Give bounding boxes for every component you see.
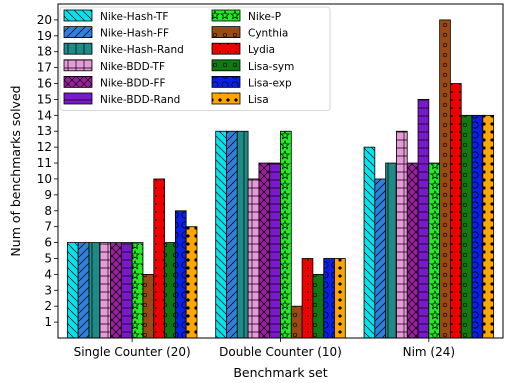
bar-nike-bdd-rand-2: [417, 99, 430, 339]
legend-swatch: [63, 9, 93, 22]
legend-label: Lisa-exp: [248, 77, 292, 89]
y-tick-label: 18: [37, 45, 52, 59]
bars-group: [66, 19, 495, 339]
bar-nike-hash-tf-0: [66, 242, 79, 339]
bar-lisa-exp-0: [174, 210, 187, 339]
y-tick-label: 3: [44, 283, 52, 297]
bar-lydia-2: [450, 83, 462, 339]
x-axis-ticks: Single Counter (20) Double Counter (10) Ni…: [74, 338, 455, 359]
bar-nike-bdd-rand-1: [269, 162, 281, 339]
y-tick-label: 11: [37, 156, 52, 170]
legend: Nike-Hash-TF Nike-Hash-FF Nike-Hash-Rand Ni…: [59, 6, 331, 111]
y-tick-label: 8: [44, 204, 52, 218]
bar-nike-bdd-ff-1: [258, 162, 271, 339]
bar-lisa-0: [185, 226, 198, 339]
bar-nike-bdd-ff-0: [110, 242, 122, 339]
bar-cynthia-2: [439, 19, 451, 339]
bar-nike-hash-ff-1: [226, 130, 238, 339]
bar-nike-bdd-rand-0: [120, 242, 133, 339]
bar-lydia-0: [153, 178, 165, 339]
bar-lisa-1: [334, 258, 346, 339]
x-tick-label: Single Counter (20): [74, 345, 191, 359]
bar-nike-bdd-tf-0: [99, 242, 111, 339]
legend-swatch: [211, 76, 241, 88]
bar-lisa-sym-0: [164, 242, 176, 339]
bar-lisa-exp-2: [471, 114, 484, 339]
y-tick-label: 16: [37, 77, 52, 91]
bar-nike-hash-rand-1: [236, 130, 249, 339]
legend-swatch: [211, 26, 241, 39]
x-tick-label: Nim (24): [403, 345, 455, 359]
y-axis-label: Num of benchmarks solved: [8, 85, 23, 256]
y-tick-label: 5: [44, 251, 52, 265]
y-tick-label: 13: [37, 124, 52, 138]
x-axis-label: Benchmark set: [233, 365, 327, 380]
y-tick-label: 4: [44, 267, 52, 281]
bar-lisa-sym-2: [460, 114, 473, 339]
bar-nike-p-0: [131, 242, 144, 339]
y-tick-label: 19: [37, 29, 52, 43]
legend-label: Lisa: [248, 94, 269, 106]
legend-swatch: [211, 9, 241, 22]
legend-swatch: [211, 59, 241, 72]
legend-label: Nike-Hash-Rand: [100, 44, 184, 56]
legend-label: Nike-P: [248, 11, 281, 23]
y-tick-label: 7: [44, 220, 52, 234]
legend-box: [59, 6, 331, 111]
y-tick-label: 6: [44, 236, 52, 250]
legend-swatch: [63, 92, 93, 105]
bar-lydia-1: [301, 258, 314, 339]
legend-label: Nike-BDD-TF: [100, 61, 165, 73]
y-tick-label: 2: [44, 299, 52, 313]
legend-label: Lydia: [248, 44, 275, 56]
bar-nike-hash-ff-2: [374, 178, 387, 339]
y-tick-label: 9: [44, 188, 52, 202]
legend-label: Cynthia: [248, 28, 288, 40]
bar-nike-p-1: [280, 130, 292, 339]
bar-nike-hash-rand-0: [88, 242, 101, 339]
bar-lisa-2: [482, 114, 495, 339]
legend-swatch: [211, 92, 241, 105]
y-tick-label: 17: [37, 61, 52, 75]
legend-swatch: [63, 76, 93, 88]
y-tick-label: 10: [37, 172, 52, 186]
legend-label: Nike-BDD-Rand: [100, 94, 180, 106]
bar-nike-hash-tf-2: [363, 146, 376, 339]
bar-cynthia-0: [142, 273, 155, 339]
bar-nike-hash-ff-0: [77, 242, 90, 339]
bar-nike-bdd-tf-1: [247, 178, 260, 339]
y-tick-label: 15: [37, 92, 52, 106]
y-tick-label: 14: [37, 108, 52, 122]
legend-label: Nike-Hash-TF: [100, 11, 168, 23]
legend-label: Nike-BDD-FF: [100, 77, 166, 89]
legend-swatch: [63, 42, 93, 55]
bar-lisa-exp-1: [323, 258, 335, 339]
legend-swatch: [211, 42, 241, 55]
bar-nike-hash-tf-1: [215, 130, 227, 339]
x-tick-label: Double Counter (10): [219, 345, 342, 359]
y-tick-label: 1: [44, 315, 52, 329]
bar-nike-p-2: [428, 162, 441, 339]
y-tick-label: 12: [37, 140, 52, 154]
legend-swatch: [63, 59, 93, 72]
legend-label: Nike-Hash-FF: [100, 28, 169, 40]
y-tick-label: 20: [37, 13, 52, 27]
bar-lisa-sym-1: [312, 273, 325, 339]
legend-swatch: [63, 26, 93, 39]
bar-nike-bdd-tf-2: [396, 130, 408, 339]
legend-label: Lisa-sym: [248, 61, 294, 73]
bar-nike-bdd-ff-2: [406, 162, 419, 339]
bar-nike-hash-rand-2: [385, 162, 397, 339]
bar-cynthia-1: [290, 305, 303, 339]
